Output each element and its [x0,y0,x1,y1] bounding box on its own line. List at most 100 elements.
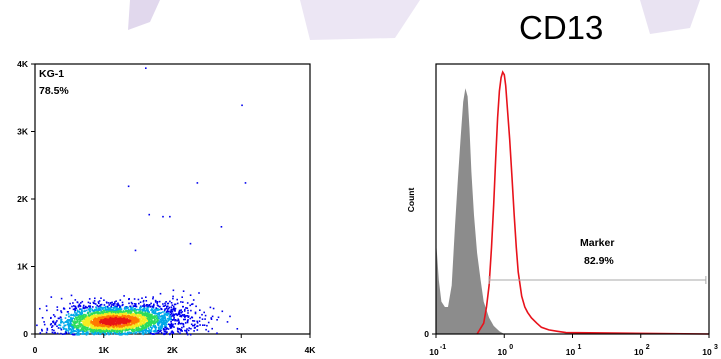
scatter-event [108,330,110,333]
scatter-event [63,322,65,324]
scatter-event [96,322,98,324]
scatter-event [79,329,82,331]
scatter-event [153,333,155,335]
scatter-event [84,319,86,322]
scatter-event [97,322,100,324]
scatter-event [185,329,188,332]
scatter-outlier [145,67,147,69]
scatter-event [114,326,117,329]
scatter-event [170,311,172,314]
scatter-event [70,333,73,335]
scatter-event [170,324,173,326]
scatter-event [128,308,130,311]
scatter-event [188,327,190,329]
scatter-event [96,328,99,330]
scatter-event [144,309,146,312]
scatter-event [109,324,112,326]
scatter-event [80,308,83,311]
scatter-event [102,327,105,329]
scatter-event [71,331,73,333]
scatter-event [70,324,72,326]
scatter-event [103,327,106,329]
scatter-event [60,319,62,321]
scatter-event [85,324,88,326]
scatter-event [134,321,137,323]
scatter-event [140,319,143,322]
scatter-event [160,325,162,327]
scatter-event [122,321,125,324]
scatter-event [158,308,161,311]
scatter-event [157,324,159,326]
scatter-event [174,307,177,310]
scatter-event [102,322,105,324]
scatter-event [145,300,148,302]
scatter-event [109,325,111,328]
scatter-event [112,330,115,333]
scatter-event [142,315,144,317]
scatter-event [87,308,90,311]
scatter-event [56,325,58,327]
scatter-event [111,301,113,304]
scatter-event [167,307,170,310]
scatter-event [51,331,54,334]
scatter-event [121,311,124,314]
scatter-event [147,322,149,325]
scatter-event [133,308,136,310]
scatter-event [79,313,81,316]
scatter-event [172,289,175,292]
scatter-event [186,307,189,309]
scatter-event [143,308,145,311]
scatter-event [173,303,176,306]
scatter-event [108,318,110,321]
scatter-event [151,333,153,335]
scatter-event [113,326,115,329]
scatter-event [70,330,73,332]
scatter-event [125,329,128,331]
scatter-event [105,311,108,313]
scatter-event [45,305,48,307]
scatter-event [177,331,180,333]
scatter-event [149,324,152,326]
scatter-event [161,316,164,318]
scatter-event [85,326,88,329]
scatter-event [105,330,107,333]
scatter-event [115,328,118,331]
scatter-event [88,325,90,327]
scatter-event [64,317,67,319]
scatter-event [82,325,85,328]
scatter-outlier [241,104,243,107]
scatter-event [107,332,110,335]
scatter-event [65,314,68,316]
scatter-event [132,326,135,328]
scatter-event [56,332,59,335]
scatter-event [69,302,71,305]
scatter-event [71,327,74,330]
scatter-event [158,305,161,308]
scatter-event [134,318,136,321]
scatter-event [155,332,157,334]
scatter-event [60,321,63,324]
scatter-event [179,328,181,331]
scatter-event [94,333,96,335]
scatter-event [170,325,173,327]
scatter-event [166,312,169,315]
scatter-event [107,307,110,309]
scatter-event [125,328,127,331]
scatter-event [164,330,167,333]
scatter-event [125,319,127,322]
scatter-event [72,314,74,316]
scatter-event [132,306,134,309]
scatter-event [131,326,134,329]
scatter-event [104,328,107,330]
scatter-event [187,329,190,332]
scatter-event [134,325,136,328]
scatter-event [149,329,152,332]
scatter-event [147,311,150,313]
scatter-event [169,300,171,303]
scatter-event [156,302,158,305]
scatter-event [122,324,125,326]
scatter-event [69,328,71,330]
scatter-event [88,307,91,310]
scatter-event [149,320,151,323]
scatter-event [103,324,105,327]
